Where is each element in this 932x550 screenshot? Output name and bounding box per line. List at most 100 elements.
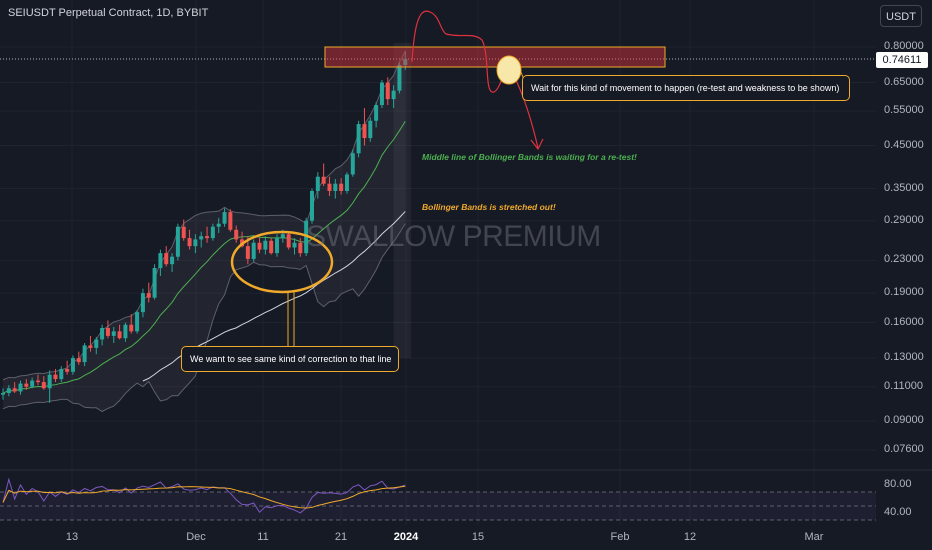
candle — [292, 238, 297, 255]
price-tick-label: 0.07600 — [884, 443, 924, 455]
candle-body — [309, 190, 314, 221]
projected-path — [411, 10, 539, 149]
candle-body — [111, 331, 116, 336]
candle — [391, 85, 396, 109]
candle-body — [175, 226, 180, 257]
candle — [88, 335, 93, 352]
candle-body — [100, 327, 105, 340]
candle — [269, 238, 274, 255]
time-tick-label: Dec — [186, 531, 206, 543]
candle-body — [321, 176, 326, 184]
candle-body — [199, 236, 204, 240]
candle-body — [356, 124, 361, 154]
last-price-badge: 0.74611 — [876, 52, 928, 68]
candle-body — [105, 327, 110, 336]
candle-body — [135, 312, 140, 332]
candle — [140, 288, 145, 318]
bollinger-middle-line — [2, 121, 406, 394]
candle-body — [164, 253, 169, 265]
candle — [47, 370, 52, 404]
candle-body — [368, 120, 373, 139]
candle — [117, 324, 122, 340]
candle-body — [1, 393, 5, 395]
candle-body — [47, 374, 52, 389]
candle-body — [292, 242, 297, 248]
candle-body — [88, 345, 93, 348]
candle — [6, 385, 11, 397]
candle-body — [327, 183, 332, 191]
candle — [327, 176, 332, 197]
candle-body — [245, 246, 250, 259]
price-tick-label: 0.11000 — [884, 379, 923, 392]
candle-body — [117, 331, 122, 339]
candle-body — [298, 242, 303, 254]
time-tick-label: Feb — [610, 531, 630, 543]
candle-body — [216, 223, 221, 227]
candle-body — [286, 234, 291, 248]
price-tick-label: 0.09000 — [884, 414, 924, 427]
candle — [210, 223, 215, 241]
bollinger-upper — [2, 50, 406, 381]
candle — [53, 368, 58, 383]
candle — [152, 264, 157, 300]
time-tick-label: 15 — [471, 531, 485, 543]
candle-body — [280, 234, 285, 239]
time-tick-label: 13 — [65, 531, 79, 543]
candle-body — [41, 382, 46, 389]
candle — [30, 377, 35, 389]
candle-body — [344, 174, 349, 191]
selected-range — [393, 42, 412, 359]
candle-body — [210, 226, 215, 239]
candle — [181, 219, 186, 241]
candle-body — [391, 90, 396, 100]
candle-body — [76, 358, 81, 363]
currency-button[interactable]: USDT — [880, 5, 922, 27]
candle — [275, 234, 280, 257]
candle-body — [140, 293, 145, 313]
resistance-zone — [324, 46, 666, 68]
candle-body — [170, 256, 175, 265]
candle — [12, 382, 17, 394]
grid-lines — [0, 0, 932, 525]
candle — [263, 236, 268, 255]
candle — [123, 322, 128, 342]
candle-body — [24, 383, 29, 387]
candle — [350, 149, 355, 177]
candle — [94, 337, 99, 355]
watermark: SWALLOW PREMIUM — [306, 220, 601, 253]
candle-body — [193, 239, 198, 247]
candle-body — [152, 268, 157, 298]
correction-pointer — [287, 292, 295, 346]
candle — [333, 179, 338, 199]
candle — [228, 209, 233, 232]
bollinger-band-fill — [3, 42, 412, 412]
price-tick-label: 0.45000 — [884, 138, 924, 151]
candle — [321, 163, 326, 187]
candle — [222, 208, 227, 227]
correction-callout: We want to see same kind of correction t… — [181, 346, 399, 372]
price-tick-label: 0.80000 — [884, 40, 924, 52]
candle-body — [362, 124, 367, 139]
rsi-ma-line — [2, 485, 406, 509]
time-tick-label: 12 — [683, 531, 697, 543]
candle-body — [234, 229, 239, 240]
candle — [356, 120, 361, 158]
candle — [59, 366, 64, 383]
time-tick-label: 11 — [257, 531, 269, 543]
candle — [82, 342, 87, 367]
candle — [24, 379, 29, 390]
candle — [379, 79, 384, 109]
correction-circle — [230, 230, 334, 294]
candle — [205, 226, 210, 243]
candle — [397, 62, 402, 94]
candle — [164, 246, 169, 267]
candle — [193, 234, 198, 254]
candlestick-series — [1, 51, 408, 404]
candle-body — [403, 58, 408, 66]
chart-title: SEIUSDT Perpetual Contract, 1D, BYBIT — [8, 7, 209, 19]
candle-body — [158, 253, 163, 269]
candle-body — [251, 242, 256, 259]
candle — [65, 360, 70, 375]
price-tick-label: 0.13000 — [884, 351, 924, 364]
